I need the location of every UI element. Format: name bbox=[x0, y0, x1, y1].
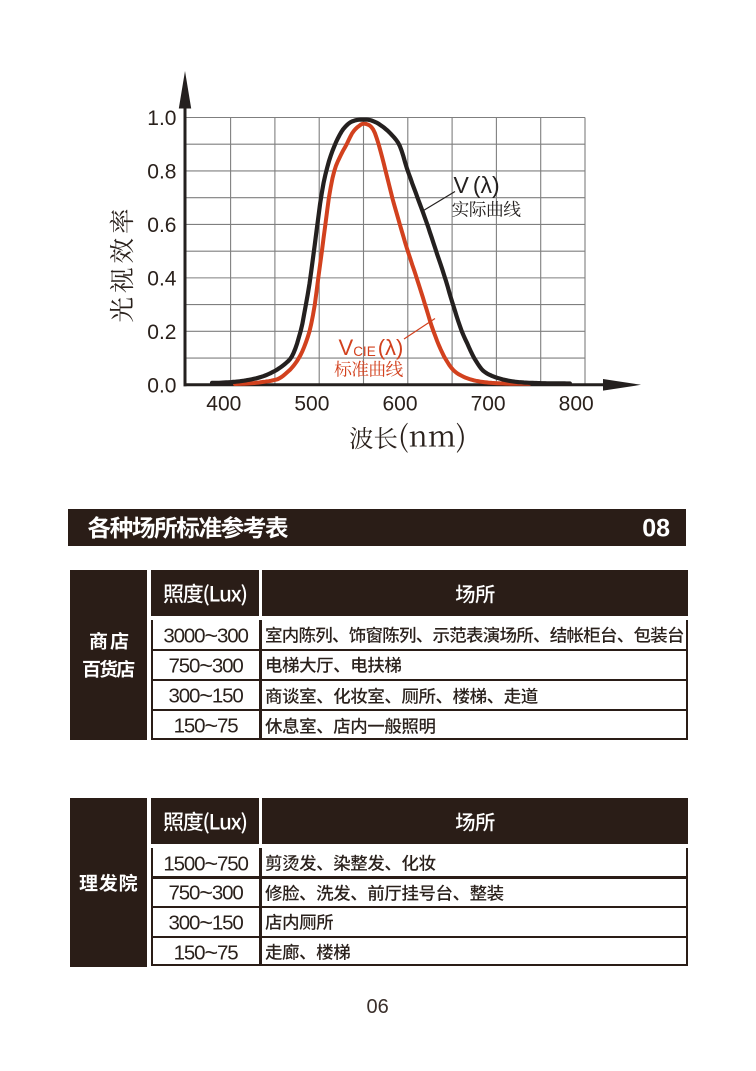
svg-text:150~75: 150~75 bbox=[174, 939, 239, 965]
svg-text:600: 600 bbox=[382, 393, 417, 416]
svg-text:300~150: 300~150 bbox=[169, 683, 244, 709]
svg-text:1500~750: 1500~750 bbox=[163, 850, 248, 876]
svg-text:1.0: 1.0 bbox=[147, 107, 176, 130]
svg-text:150~75: 150~75 bbox=[174, 713, 239, 739]
svg-text:0.8: 0.8 bbox=[147, 161, 176, 184]
svg-text:750~300: 750~300 bbox=[169, 652, 244, 678]
svg-text:800: 800 bbox=[559, 393, 594, 416]
svg-text:500: 500 bbox=[294, 393, 329, 416]
svg-text:400: 400 bbox=[206, 393, 241, 416]
svg-text:750~300: 750~300 bbox=[169, 880, 244, 906]
svg-text:0.0: 0.0 bbox=[147, 374, 176, 397]
svg-text:06: 06 bbox=[366, 996, 388, 1018]
svg-text:VCIE(λ): VCIE(λ) bbox=[339, 335, 404, 360]
svg-text:08: 08 bbox=[642, 515, 670, 543]
svg-text:300~150: 300~150 bbox=[169, 909, 244, 935]
svg-text:0.4: 0.4 bbox=[147, 267, 177, 290]
svg-text:V(λ): V (λ) bbox=[454, 172, 500, 198]
svg-text:0.2: 0.2 bbox=[147, 321, 176, 344]
svg-text:3000~300: 3000~300 bbox=[163, 622, 248, 648]
svg-text:700: 700 bbox=[471, 393, 506, 416]
svg-text:0.6: 0.6 bbox=[147, 214, 176, 237]
